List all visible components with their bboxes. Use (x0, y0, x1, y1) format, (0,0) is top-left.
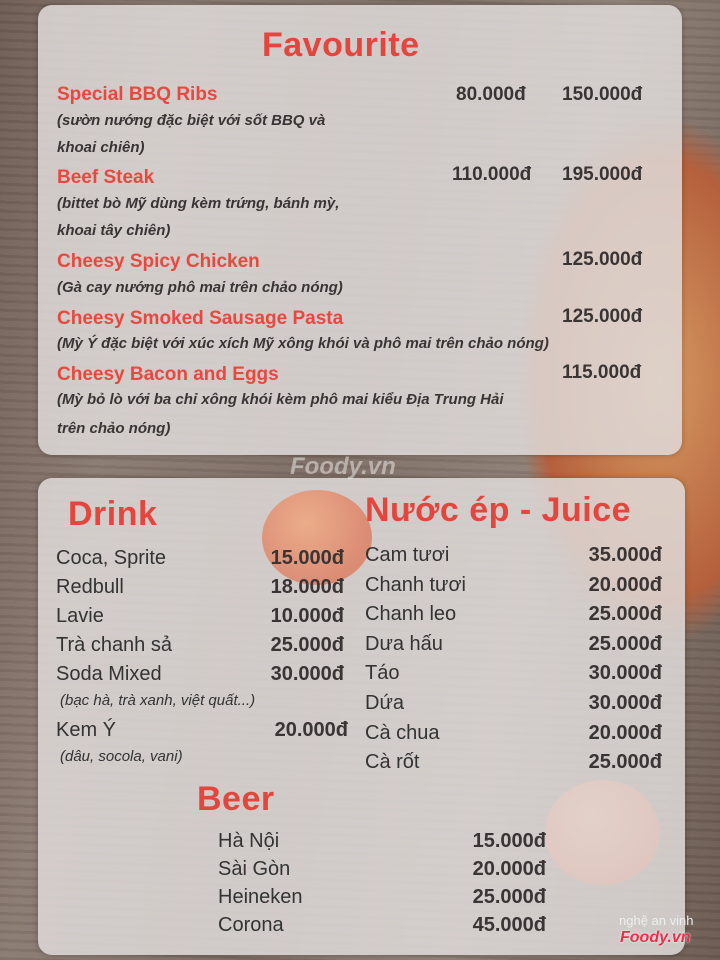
drink-price: 25.000đ (270, 634, 344, 656)
menu-item-price: 125.000đ (562, 249, 643, 270)
drink-name: Redbull (56, 576, 124, 598)
menu-item-description: (Mỳ bỏ lò với ba chỉ xông khói kèm phô m… (57, 391, 504, 408)
juice-name: Dưa hấu (365, 632, 443, 655)
beer-price: 45.000đ (472, 914, 546, 936)
tomato-decoration (262, 490, 372, 585)
menu-item-price-large: 150.000đ (562, 84, 643, 105)
drink-price: 20.000đ (274, 719, 348, 741)
drink-price: 15.000đ (270, 547, 344, 569)
menu-item-name: Cheesy Bacon and Eggs (57, 364, 279, 385)
drink-title: Drink (68, 495, 158, 533)
juice-name: Táo (365, 662, 400, 685)
beer-name: Heineken (218, 886, 303, 908)
beer-name: Corona (218, 914, 284, 936)
drink-name: Coca, Sprite (56, 547, 167, 569)
foody-logo: Foody.vn (620, 929, 691, 946)
drink-note: (dâu, socola, vani) (60, 748, 183, 765)
beer-name: Sài Gòn (218, 858, 291, 880)
menu-item-description: trên chảo nóng) (57, 420, 171, 437)
juice-price: 20.000đ (588, 721, 662, 744)
menu-item-name: Cheesy Spicy Chicken (57, 251, 260, 272)
beer-title: Beer (197, 780, 275, 818)
drink-price: 10.000đ (270, 605, 344, 627)
drink-name: Trà chanh sả (56, 634, 172, 656)
menu-item-price-large: 195.000đ (562, 164, 643, 185)
favourite-title: Favourite (262, 26, 420, 64)
juice-price: 30.000đ (588, 692, 662, 714)
drink-price: 30.000đ (270, 663, 344, 685)
juice-price: 25.000đ (588, 751, 662, 774)
foody-watermark: Foody.vn (290, 453, 396, 480)
juice-name: Cà rốt (365, 751, 420, 774)
menu-item-name: Cheesy Smoked Sausage Pasta (57, 308, 344, 329)
juice-price: 25.000đ (588, 603, 662, 626)
menu-item-price-small: 80.000đ (456, 84, 526, 105)
menu-item-description: khoai tây chiên) (57, 222, 171, 239)
menu-item-price-small: 110.000đ (452, 164, 532, 185)
juice-name: Dứa (365, 692, 404, 714)
beer-price: 20.000đ (472, 858, 546, 880)
menu-item-description: (bittet bò Mỹ dùng kèm trứng, bánh mỳ, (57, 195, 340, 212)
menu-item-description: (Mỳ Ý đặc biệt với xúc xích Mỹ xông khói… (57, 335, 549, 352)
juice-name: Cà chua (365, 721, 440, 744)
juice-price: 20.000đ (588, 573, 662, 596)
menu-item-description: khoai chiên) (57, 139, 145, 156)
drink-name: Lavie (56, 605, 104, 627)
juice-price: 35.000đ (588, 544, 662, 566)
beer-name: Hà Nội (218, 830, 280, 852)
favourite-panel (38, 5, 682, 455)
uploader-name: nghệ an vinh (619, 913, 694, 928)
juice-price: 30.000đ (588, 662, 662, 685)
menu-item-name: Beef Steak (57, 167, 155, 188)
juice-name: Cam tươi (365, 544, 450, 566)
juice-title: Nước ép - Juice (365, 491, 632, 529)
menu-item-price: 115.000đ (562, 362, 642, 383)
menu-item-description: (sườn nướng đặc biệt với sốt BBQ và (57, 112, 326, 129)
drink-price: 18.000đ (270, 576, 344, 598)
juice-price: 25.000đ (588, 632, 662, 655)
menu-item-description: (Gà cay nướng phô mai trên chảo nóng) (57, 279, 343, 296)
drink-name: Kem Ý (56, 719, 117, 741)
menu-item-price: 125.000đ (562, 306, 643, 327)
juice-name: Chanh tươi (365, 573, 466, 596)
menu-item-name: Special BBQ Ribs (57, 84, 218, 105)
beer-price: 15.000đ (472, 830, 546, 852)
beer-price: 25.000đ (472, 886, 546, 908)
drink-note: (bạc hà, trà xanh, việt quất...) (60, 692, 256, 709)
drink-name: Soda Mixed (56, 663, 162, 685)
juice-name: Chanh leo (365, 603, 457, 626)
